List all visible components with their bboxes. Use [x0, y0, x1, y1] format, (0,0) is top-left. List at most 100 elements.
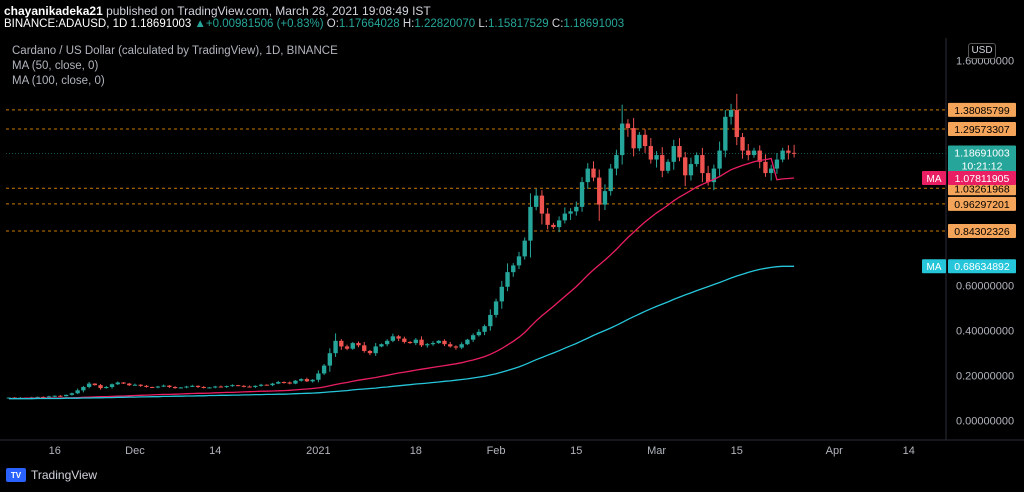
candle-body [304, 379, 310, 382]
tradingview-logo-icon: TV [6, 468, 26, 482]
candle-body [58, 395, 63, 397]
candle-body [516, 256, 522, 266]
y-tick-label: 0.60000000 [956, 281, 1014, 293]
ma50-name-tag [922, 171, 946, 186]
candle-body [442, 340, 447, 345]
candle-body [757, 150, 762, 162]
x-tick-label: 14 [903, 445, 915, 457]
ma100-name: MA [927, 262, 942, 273]
ma100-value-tag [948, 259, 1016, 274]
candle-body [660, 155, 665, 171]
x-tick-label: Dec [125, 445, 145, 457]
currency-button[interactable]: USD [968, 43, 996, 59]
candle-body [597, 177, 602, 205]
candle-body [488, 314, 493, 327]
candle-body [470, 335, 476, 340]
legend-ma100[interactable]: MA (100, close, 0) [12, 75, 105, 87]
candle-body [247, 386, 252, 388]
ma100-value: 0.68634892 [954, 261, 1010, 273]
x-tick-label: 15 [570, 445, 582, 457]
level-label: 1.38085799 [954, 105, 1010, 117]
candle-body [746, 150, 751, 156]
candle-body [562, 213, 568, 221]
candle-body [155, 386, 161, 388]
candle-body [138, 384, 143, 386]
publish-info: published on TradingView.com, March 28, … [102, 4, 431, 18]
candle-body [568, 211, 573, 214]
legend-ma50[interactable]: MA (50, close, 0) [12, 60, 99, 72]
candle-body [69, 393, 75, 395]
candle-body [459, 344, 464, 348]
x-tick-label: 2021 [306, 445, 330, 457]
ohlc-line: BINANCE:ADAUSD, 1D 1.18691003 ▲+0.009815… [4, 18, 624, 30]
level-label: 0.96297201 [954, 199, 1010, 211]
candle-body [476, 331, 482, 336]
candle-body [751, 150, 757, 156]
candle-body [327, 353, 333, 366]
candle-body [448, 344, 453, 347]
candle-body [195, 385, 201, 387]
candle-body [92, 383, 98, 386]
candle-body [683, 157, 688, 176]
low-value: 1.15817529 [487, 18, 549, 30]
candle-body [556, 220, 562, 228]
candle-body [648, 146, 653, 160]
candle-body [184, 386, 189, 388]
candle-body [791, 152, 797, 154]
candle-body [172, 386, 178, 389]
candle-body [786, 150, 791, 153]
candle-body [6, 397, 12, 399]
candle-body [774, 159, 780, 169]
candle-body [482, 326, 487, 332]
level-label-box [948, 223, 1016, 238]
candle-body [677, 146, 682, 158]
level-label: 1.29573307 [954, 124, 1010, 136]
price-change: +0.00981506 (+0.83%) [205, 18, 324, 30]
candle-body [671, 146, 676, 162]
candle-body [534, 195, 539, 207]
up-arrow-icon: ▲ [194, 18, 206, 30]
high-value: 1.22820070 [414, 18, 476, 30]
candle-body [230, 385, 235, 387]
candle-body [769, 168, 774, 174]
candle-body [694, 155, 699, 165]
candle-body [465, 339, 470, 345]
candle-body [144, 385, 149, 387]
y-tick-label: 0.20000000 [956, 371, 1014, 383]
candle-body [688, 164, 694, 176]
x-tick-label: Feb [487, 445, 506, 457]
candle-body [149, 386, 155, 388]
legend-title: Cardano / US Dollar (calculated by Tradi… [12, 45, 338, 57]
candle-body [419, 339, 424, 346]
high-label: H: [402, 18, 415, 30]
candle-body [379, 344, 384, 347]
level-label-box [948, 196, 1016, 211]
candle-body [619, 123, 625, 156]
ma100-name-tag [922, 259, 946, 274]
x-tick-label: 18 [410, 445, 422, 457]
level-label: 0.84302326 [954, 226, 1010, 238]
candle-body [86, 383, 92, 387]
last-price: 1.18691003 [130, 18, 192, 30]
x-tick-label: 14 [209, 445, 221, 457]
tradingview-brand: TradingView [31, 468, 98, 482]
candle-body [75, 390, 80, 394]
candle-body [264, 384, 269, 386]
tradingview-logo[interactable]: TV TradingView [6, 468, 97, 482]
candle-body [453, 346, 459, 348]
candle-body [551, 224, 556, 228]
candle-body [511, 265, 516, 273]
candle-body [539, 195, 545, 214]
author-name[interactable]: chayanikadeka21 [4, 4, 103, 18]
countdown-label: 10:21:12 [962, 161, 1003, 173]
close-label: C: [551, 18, 564, 30]
publish-line: chayanikadeka21 published on TradingView… [4, 4, 431, 18]
candle-body [614, 155, 619, 169]
candle-body [763, 161, 768, 174]
candle-body [522, 240, 527, 257]
candle-body [350, 343, 355, 349]
x-tick-label: 16 [49, 445, 61, 457]
candle-body [218, 386, 224, 388]
candle-body [602, 191, 608, 205]
